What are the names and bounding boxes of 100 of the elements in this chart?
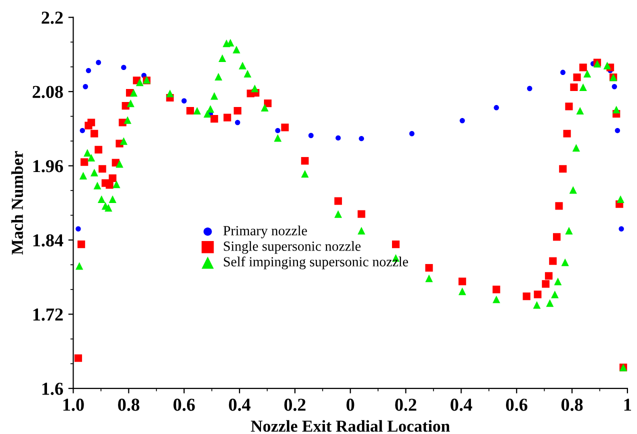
x-tick-label: 0.6 xyxy=(173,398,195,411)
point xyxy=(120,137,128,145)
point xyxy=(616,195,624,203)
point xyxy=(94,182,102,190)
x-tick-label: 0.6 xyxy=(506,398,528,411)
point xyxy=(238,62,246,70)
y-tick-label: 1.84 xyxy=(33,234,64,247)
point xyxy=(186,106,194,115)
x-tick-label: 0 xyxy=(346,398,354,411)
point xyxy=(308,132,314,138)
point xyxy=(334,210,342,218)
point xyxy=(90,130,98,138)
point xyxy=(234,106,242,115)
point xyxy=(579,64,587,72)
point xyxy=(559,165,567,173)
y-tick-label: 1.96 xyxy=(33,160,64,172)
x-tick-label: 1 xyxy=(624,398,632,411)
point xyxy=(232,46,240,54)
point xyxy=(614,128,620,134)
point xyxy=(492,296,500,304)
y-tick-label: 2.2 xyxy=(42,12,63,24)
point xyxy=(274,134,282,142)
x-tick-label: 1.0 xyxy=(63,398,84,411)
x-tick-label: 0.4 xyxy=(228,398,250,411)
point xyxy=(551,290,559,298)
point xyxy=(275,128,280,134)
point xyxy=(569,186,577,194)
point xyxy=(603,62,612,70)
x-axis-title: Nozzle Exit Radial Location xyxy=(250,420,450,432)
point xyxy=(409,131,414,136)
point xyxy=(565,102,573,110)
point xyxy=(425,264,433,272)
point xyxy=(563,130,571,138)
point xyxy=(573,74,581,82)
point xyxy=(544,272,553,280)
point xyxy=(260,104,269,112)
point xyxy=(358,226,366,235)
point xyxy=(96,60,102,66)
x-tick-label: 0.4 xyxy=(450,398,472,411)
point xyxy=(224,114,232,122)
point xyxy=(358,210,366,218)
point xyxy=(112,180,120,188)
point xyxy=(534,290,542,298)
point xyxy=(80,158,88,166)
point xyxy=(458,288,466,296)
point xyxy=(234,120,240,126)
point xyxy=(106,181,114,189)
point xyxy=(358,136,364,142)
point xyxy=(136,78,144,86)
point xyxy=(334,197,342,205)
legend-label: Primary nozzle xyxy=(223,226,307,238)
point xyxy=(130,89,138,97)
point xyxy=(116,160,124,168)
point xyxy=(126,100,134,108)
point xyxy=(104,204,112,212)
point xyxy=(206,105,214,113)
point xyxy=(193,106,201,115)
point xyxy=(425,274,433,282)
x-tick-label: 0.2 xyxy=(395,398,416,411)
point xyxy=(214,72,222,81)
point xyxy=(76,226,81,232)
point xyxy=(166,90,174,98)
point xyxy=(86,68,92,74)
y-tick-label: 1.72 xyxy=(33,308,63,321)
point xyxy=(244,70,252,78)
point xyxy=(494,105,499,110)
point xyxy=(218,54,226,62)
point xyxy=(579,83,587,92)
point xyxy=(181,98,187,104)
legend-label: Single supersonic nozzle xyxy=(224,241,361,254)
point xyxy=(546,299,554,307)
point xyxy=(460,118,465,124)
point xyxy=(533,301,541,309)
point xyxy=(570,83,578,92)
point xyxy=(77,240,86,248)
point xyxy=(618,226,624,232)
point xyxy=(301,170,309,178)
point xyxy=(84,148,92,157)
point xyxy=(108,195,116,203)
x-tick-label: 0.8 xyxy=(118,398,140,411)
point xyxy=(121,64,126,70)
point xyxy=(210,114,218,123)
point xyxy=(210,92,218,100)
y-tick-label: 2.08 xyxy=(32,86,63,98)
point xyxy=(87,154,96,162)
point xyxy=(336,135,341,141)
x-tick-label: 0.8 xyxy=(561,398,583,411)
point xyxy=(124,116,132,124)
point xyxy=(301,157,309,165)
point xyxy=(554,278,562,286)
point xyxy=(612,84,618,90)
point xyxy=(492,286,500,294)
point xyxy=(552,233,561,241)
point xyxy=(74,354,82,362)
point xyxy=(281,124,289,132)
point xyxy=(542,280,550,288)
point xyxy=(264,100,272,108)
y-tick-label: 1.6 xyxy=(42,382,64,395)
point xyxy=(527,86,532,92)
point xyxy=(82,84,88,90)
